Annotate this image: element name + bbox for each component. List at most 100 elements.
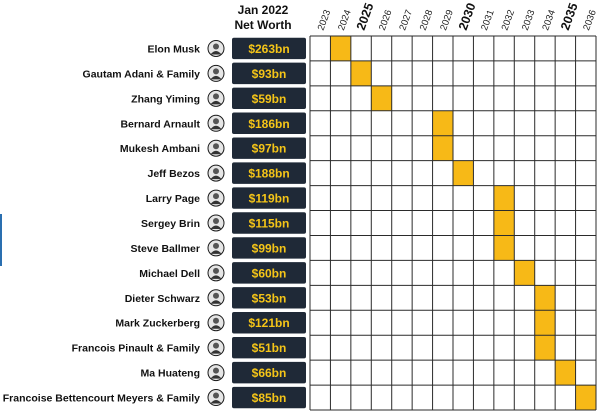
table-row: Jeff Bezos $188bn [147, 160, 474, 186]
avatar [207, 214, 225, 232]
trillionaire-year-cell [534, 310, 556, 336]
rows-group: Elon Musk $263bn Gautam Adani & Family $93b… [3, 36, 596, 410]
table-row: Sergey Brin $115bn [141, 210, 515, 236]
person-name: Michael Dell [139, 268, 200, 280]
trillionaire-year-cell [432, 110, 453, 136]
net-worth-value: $119bn [249, 192, 290, 206]
table-row: Francois Pinault & Family $51bn [72, 335, 556, 361]
year-axis: 2023 2024 2025 2026 2027 2028 2029 2030 2031 2032… [316, 1, 599, 32]
person-name: Mark Zuckerberg [115, 318, 200, 330]
year-label: 2026 [377, 8, 395, 32]
net-worth-value: $263bn [248, 42, 289, 56]
net-worth-value: $99bn [252, 241, 287, 255]
person-name: Francoise Bettencourt Meyers & Family [3, 393, 200, 405]
person-name: Francois Pinault & Family [72, 343, 201, 355]
trillionaire-year-cell [330, 36, 351, 61]
table-row: Elon Musk $263bn [147, 36, 351, 61]
year-label: 2036 [581, 8, 599, 32]
net-worth-badge [232, 37, 306, 60]
table-row: Zhang Yiming $59bn [131, 85, 392, 111]
year-label: 2024 [336, 8, 354, 32]
table-row: Mark Zuckerberg $121bn [115, 310, 556, 336]
year-label: 2032 [500, 8, 518, 32]
avatar [207, 64, 225, 82]
person-name: Jeff Bezos [147, 168, 200, 180]
year-label: 2035 [558, 1, 581, 32]
avatar [207, 289, 225, 307]
year-label: 2027 [397, 8, 415, 32]
person-name: Larry Page [146, 193, 200, 205]
year-label: 2033 [520, 8, 538, 32]
net-worth-value: $51bn [252, 341, 287, 355]
avatar [207, 139, 225, 157]
net-worth-value: $188bn [248, 167, 289, 181]
net-worth-badge [232, 386, 306, 409]
year-label: 2031 [479, 8, 497, 32]
net-worth-badge [232, 237, 306, 259]
year-label: 2029 [438, 8, 456, 32]
net-worth-value: $53bn [252, 291, 287, 305]
net-worth-value: $60bn [252, 266, 287, 280]
table-row: Ma Huateng $66bn [140, 360, 576, 386]
avatar [207, 339, 225, 357]
year-label: 2030 [456, 1, 479, 32]
trillionaire-year-cell [493, 235, 515, 261]
net-worth-badge [232, 187, 306, 209]
avatar [207, 389, 225, 407]
person-name: Gautam Adani & Family [83, 68, 201, 80]
net-worth-badge [232, 62, 306, 85]
trillionaire-year-cell [453, 160, 474, 186]
year-label: 2025 [354, 1, 377, 32]
trillionaire-year-cell [534, 335, 556, 361]
net-worth-badge [232, 336, 306, 359]
net-worth-badge [232, 312, 306, 334]
table-row: Gautam Adani & Family $93bn [83, 60, 372, 86]
trillionaire-year-cell [575, 385, 596, 410]
header-line-2: Net Worth [234, 18, 291, 32]
year-label: 2034 [540, 8, 558, 32]
table-row: Larry Page $119bn [146, 185, 515, 211]
net-worth-value: $59bn [252, 92, 287, 106]
net-worth-badge [232, 287, 306, 309]
avatar [207, 239, 225, 257]
trillionaire-year-cell [371, 85, 392, 111]
avatar [207, 264, 225, 282]
trillionaire-year-cell [493, 210, 515, 236]
table-row: Bernard Arnault $186bn [120, 110, 453, 136]
net-worth-value: $85bn [252, 391, 287, 405]
year-label: 2023 [316, 8, 334, 32]
net-worth-value: $66bn [252, 366, 287, 380]
table-row: Mukesh Ambani $97bn [120, 135, 453, 161]
net-worth-value: $93bn [252, 67, 287, 81]
table-row: Francoise Bettencourt Meyers & Family $85… [3, 385, 596, 410]
net-worth-badge [232, 162, 306, 184]
net-worth-value: $121bn [248, 316, 289, 330]
trillionaire-year-cell [493, 185, 515, 211]
avatar [207, 314, 225, 332]
person-name: Dieter Schwarz [125, 293, 200, 305]
avatar [207, 364, 225, 382]
net-worth-value: $97bn [252, 142, 287, 156]
avatar [207, 164, 225, 182]
column-header: Jan 2022 Net Worth [234, 3, 291, 32]
trillionaire-year-cell [514, 260, 535, 286]
net-worth-badge [232, 212, 306, 234]
trillionaire-year-cell [432, 135, 453, 161]
net-worth-badge [232, 137, 306, 159]
avatar [207, 89, 225, 107]
avatar [207, 39, 225, 57]
net-worth-badge [232, 87, 306, 110]
table-row: Michael Dell $60bn [139, 260, 535, 286]
person-name: Mukesh Ambani [120, 143, 200, 155]
net-worth-badge [232, 112, 306, 134]
trillionaire-year-cell [534, 285, 556, 311]
year-label: 2028 [418, 8, 436, 32]
net-worth-value: $115bn [249, 217, 290, 231]
person-name: Sergey Brin [141, 218, 200, 230]
net-worth-badge [232, 361, 306, 384]
person-name: Zhang Yiming [131, 93, 200, 105]
person-name: Ma Huateng [140, 368, 200, 380]
avatar [207, 114, 225, 132]
table-row: Steve Ballmer $99bn [131, 235, 515, 261]
